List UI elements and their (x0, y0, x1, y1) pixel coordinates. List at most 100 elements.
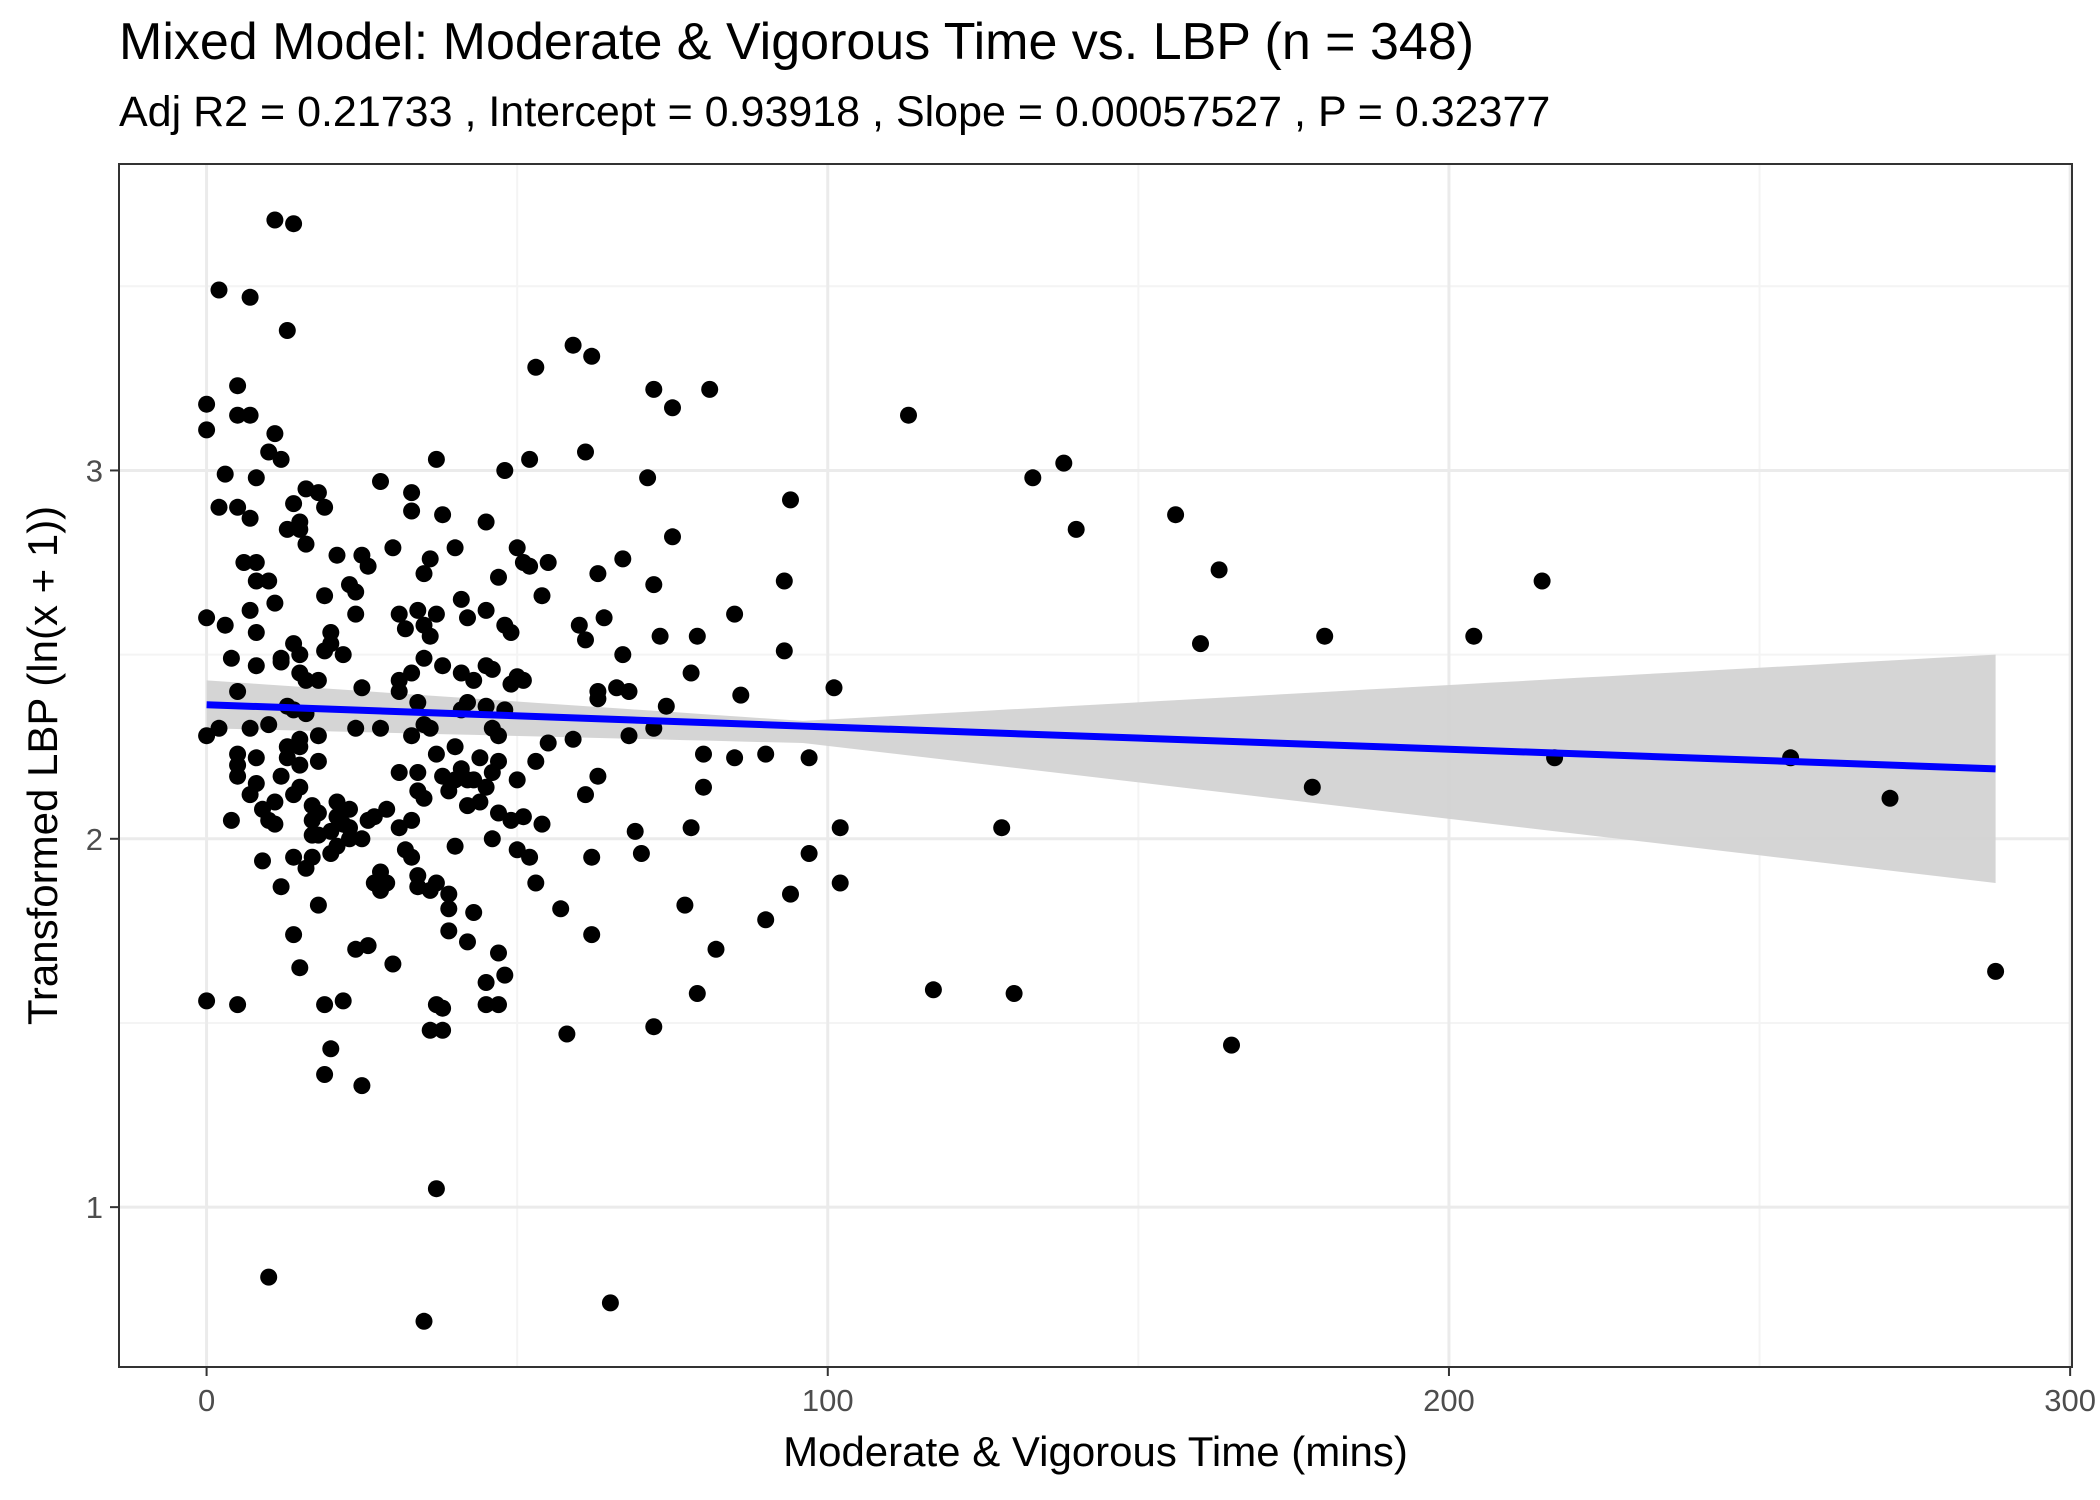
data-point (521, 450, 539, 468)
data-point (229, 767, 247, 785)
data-point (222, 649, 240, 667)
data-point (1533, 572, 1551, 590)
data-point (533, 815, 551, 833)
data-point (459, 609, 476, 627)
axis-ticks: 0 100 200 300 1 2 3 (86, 453, 2096, 1418)
data-point (328, 793, 346, 811)
data-point (278, 322, 296, 339)
data-point (490, 944, 507, 962)
data-point (291, 778, 309, 796)
data-point (1024, 469, 1042, 487)
data-point (316, 498, 334, 516)
data-point (272, 450, 290, 468)
data-point (309, 484, 327, 502)
data-point (496, 966, 514, 984)
confidence-band (206, 654, 1996, 883)
data-point (459, 694, 476, 711)
x-axis-title: Moderate & Vigorous Time (mins) (783, 1428, 1408, 1475)
data-point (353, 1077, 371, 1095)
data-point (645, 1018, 663, 1036)
data-point (688, 627, 706, 645)
data-point (1067, 520, 1085, 538)
data-point (334, 992, 352, 1010)
data-point (247, 554, 265, 571)
data-point (216, 465, 234, 483)
data-point (341, 830, 358, 848)
data-point (353, 679, 371, 697)
data-point (266, 793, 284, 811)
data-point (309, 896, 327, 914)
data-point (1055, 454, 1073, 472)
data-point (421, 627, 439, 645)
y-tick-label: 1 (86, 1190, 103, 1225)
data-point (403, 664, 421, 682)
data-point (198, 992, 216, 1010)
data-point (620, 727, 638, 745)
data-point (490, 752, 507, 770)
data-point (427, 450, 445, 468)
data-point (477, 601, 495, 619)
data-point (378, 874, 396, 892)
data-point (372, 473, 389, 490)
data-point (539, 734, 557, 752)
data-point (309, 804, 327, 822)
data-point (247, 572, 265, 590)
data-point (365, 808, 383, 826)
data-point (247, 749, 265, 767)
data-point (564, 730, 582, 748)
data-point (427, 1180, 445, 1198)
data-point (421, 550, 439, 568)
data-point (272, 767, 290, 785)
data-point (415, 789, 433, 807)
data-point (198, 609, 216, 627)
data-point (601, 1294, 619, 1312)
data-point (266, 425, 284, 443)
data-point (558, 1025, 576, 1043)
data-point (241, 406, 259, 424)
data-point (831, 819, 849, 837)
data-point (210, 498, 228, 516)
data-point (247, 775, 265, 792)
data-point (316, 1066, 334, 1083)
data-point (415, 1312, 433, 1330)
data-point (707, 940, 725, 958)
data-point (496, 462, 514, 479)
x-tick-label: 0 (198, 1383, 215, 1418)
data-point (664, 399, 681, 417)
data-point (577, 631, 594, 649)
data-point (216, 616, 234, 634)
data-point (409, 694, 427, 711)
data-point (260, 716, 278, 734)
data-point (577, 443, 594, 461)
data-point (229, 377, 247, 395)
data-point (291, 959, 309, 977)
data-point (514, 808, 532, 826)
data-point (490, 996, 507, 1014)
data-point (396, 620, 414, 638)
chart-title: Mixed Model: Moderate & Vigorous Time vs… (119, 13, 1475, 71)
fit-line (206, 701, 1996, 773)
data-point (632, 845, 650, 862)
data-point (471, 793, 489, 811)
data-point (645, 576, 663, 594)
data-point (390, 764, 408, 781)
data-point (688, 985, 706, 1002)
data-point (514, 671, 532, 689)
data-point (434, 657, 452, 675)
data-point (446, 837, 464, 855)
data-point (533, 587, 551, 605)
data-point (1005, 985, 1023, 1002)
data-point (415, 649, 433, 667)
data-point (254, 852, 271, 870)
data-point (459, 933, 476, 951)
data-point (247, 469, 265, 487)
data-point (477, 778, 495, 796)
y-axis-title: Transformed LBP (ln(x + 1)) (19, 506, 66, 1025)
data-point (732, 686, 750, 704)
data-point (614, 646, 632, 664)
data-point (552, 900, 570, 918)
major-gridlines (119, 164, 2072, 1367)
data-point (198, 421, 216, 439)
data-point (757, 745, 775, 763)
data-point (434, 1021, 452, 1039)
